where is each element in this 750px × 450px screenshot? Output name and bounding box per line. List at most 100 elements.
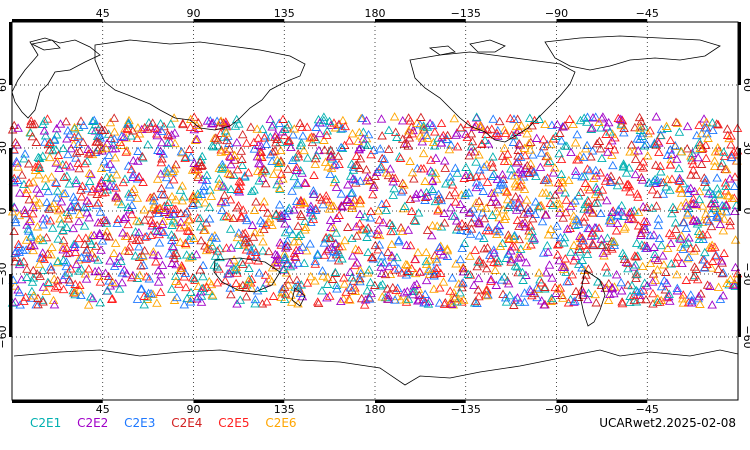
occultation-marker	[618, 159, 629, 168]
occultation-marker	[624, 214, 634, 223]
occultation-marker	[132, 294, 143, 303]
occultation-marker	[295, 118, 305, 127]
occultation-marker	[249, 185, 259, 194]
occultation-marker	[536, 148, 547, 157]
occultation-marker	[465, 229, 476, 238]
legend-item: C2E3	[124, 416, 156, 430]
occultation-marker	[712, 210, 722, 220]
occultation-marker	[92, 145, 103, 154]
occultation-marker	[252, 166, 263, 175]
occultation-marker	[231, 262, 242, 271]
occultation-marker	[199, 181, 209, 190]
occultation-marker	[569, 215, 579, 225]
occultation-marker	[439, 218, 450, 227]
occultation-marker	[686, 290, 696, 299]
occultation-marker	[432, 263, 442, 272]
occultation-marker	[339, 279, 350, 288]
occultation-marker	[279, 282, 290, 291]
occultation-marker	[207, 232, 217, 241]
dataset-caption: UCARwet2.2025-02-08	[599, 416, 736, 430]
occultation-marker	[336, 142, 346, 152]
occultation-marker	[595, 191, 605, 201]
occultation-marker	[463, 119, 473, 129]
occultation-marker	[33, 235, 43, 244]
occultation-marker	[331, 182, 342, 191]
occultation-marker	[707, 240, 717, 249]
occultation-marker	[58, 225, 68, 234]
occultation-marker	[10, 281, 20, 290]
occultation-marker	[102, 172, 112, 181]
occultation-marker	[569, 297, 579, 306]
occultation-marker	[681, 197, 691, 207]
occultation-marker	[149, 199, 159, 209]
occultation-marker	[538, 141, 549, 151]
occultation-marker	[296, 138, 307, 147]
occultation-marker	[104, 150, 114, 159]
occultation-marker	[416, 163, 426, 173]
occultation-marker	[233, 200, 244, 210]
occultation-marker	[341, 287, 351, 296]
occultation-marker	[156, 183, 167, 193]
occultation-marker	[178, 119, 188, 129]
occultation-marker	[128, 155, 139, 165]
occultation-marker	[694, 194, 705, 204]
occultation-marker	[226, 243, 236, 252]
occultation-marker	[10, 256, 20, 266]
occultation-marker	[697, 201, 708, 210]
occultation-marker	[639, 122, 649, 131]
occultation-marker	[323, 244, 334, 253]
occultation-marker	[74, 209, 85, 219]
occultation-marker	[375, 281, 386, 290]
occultation-marker	[459, 238, 470, 247]
occultation-marker	[263, 208, 273, 217]
tick-label: −60	[741, 325, 750, 348]
occultation-marker	[471, 177, 482, 187]
occultation-marker	[255, 147, 265, 156]
occultation-marker	[49, 299, 60, 309]
occultation-marker	[656, 240, 667, 250]
occultation-marker	[284, 203, 294, 212]
occultation-marker	[87, 293, 98, 303]
occultation-marker	[405, 116, 416, 125]
occultation-marker	[58, 274, 68, 284]
occultation-marker	[700, 122, 710, 132]
occultation-marker	[56, 196, 67, 206]
occultation-marker	[347, 128, 358, 138]
occultation-marker	[215, 128, 226, 137]
occultation-marker	[604, 216, 615, 225]
occultation-marker	[139, 205, 149, 214]
occultation-marker	[196, 161, 207, 170]
occultation-marker	[401, 240, 412, 249]
occultation-marker	[310, 205, 321, 214]
occultation-marker	[176, 208, 186, 217]
occultation-marker	[704, 242, 715, 251]
occultation-marker	[466, 141, 477, 151]
occultation-marker	[295, 229, 306, 239]
occultation-marker	[651, 112, 662, 121]
occultation-marker	[629, 205, 639, 215]
occultation-marker	[730, 281, 740, 291]
occultation-marker	[477, 208, 488, 217]
occultation-marker	[29, 240, 39, 250]
occultation-marker	[231, 278, 241, 288]
occultation-marker	[49, 134, 60, 143]
occultation-marker	[307, 137, 318, 147]
occultation-marker	[385, 164, 396, 173]
occultation-marker	[439, 299, 450, 308]
occultation-marker	[185, 114, 196, 123]
occultation-marker	[694, 186, 705, 196]
occultation-marker	[672, 286, 683, 295]
occultation-marker	[729, 181, 740, 190]
occultation-marker	[172, 292, 182, 302]
occultation-marker	[182, 293, 192, 303]
occultation-marker	[61, 160, 71, 169]
occultation-marker	[96, 163, 107, 172]
occultation-marker	[10, 217, 21, 227]
occultation-marker	[355, 276, 365, 286]
occultation-marker	[642, 280, 652, 290]
occultation-marker	[319, 135, 329, 144]
occultation-marker	[460, 190, 470, 200]
occultation-marker	[655, 297, 665, 306]
occultation-marker	[151, 257, 161, 266]
occultation-marker	[337, 254, 347, 263]
